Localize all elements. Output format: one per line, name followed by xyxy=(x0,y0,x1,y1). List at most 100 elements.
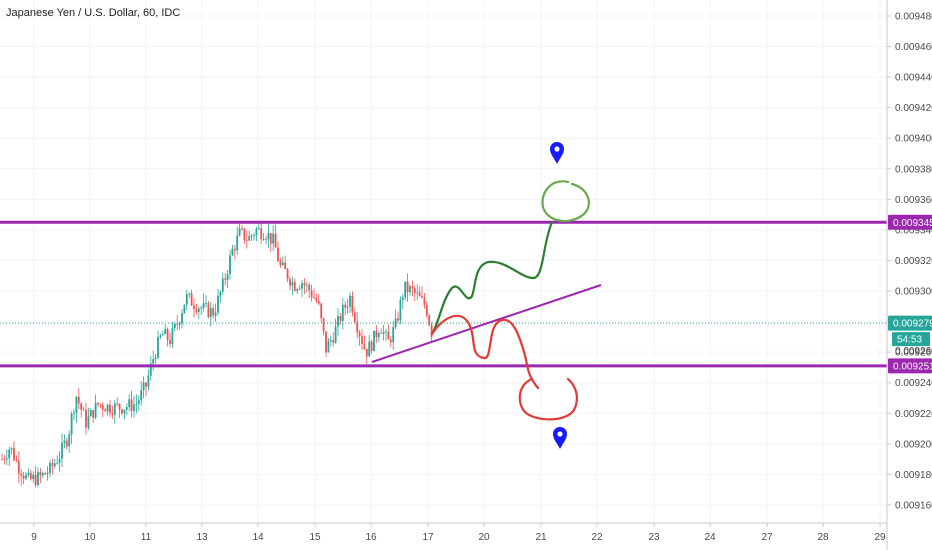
candle-body xyxy=(17,460,20,474)
candle-body xyxy=(135,404,138,405)
candle-body xyxy=(310,290,313,298)
axes xyxy=(0,0,888,550)
candle-body xyxy=(224,278,227,280)
candle-body xyxy=(193,305,195,309)
candle-body xyxy=(169,339,171,345)
candle-body xyxy=(104,409,107,412)
candle-body xyxy=(257,228,260,230)
candle-body xyxy=(221,278,224,292)
candle-body xyxy=(65,440,68,447)
candle-body xyxy=(399,299,402,321)
candle-body xyxy=(334,326,337,343)
candle-body xyxy=(61,442,63,459)
support-price-tag-bg xyxy=(888,358,932,374)
candle-body xyxy=(339,316,342,321)
candle-body xyxy=(389,339,392,343)
candle-body xyxy=(325,331,327,353)
candle-body xyxy=(142,382,145,391)
resistance-price-tag: 0.009345 xyxy=(893,218,932,229)
candle-body xyxy=(207,303,210,318)
candle-body xyxy=(195,308,198,312)
candle-body xyxy=(116,403,119,405)
candle-body xyxy=(382,331,385,334)
candle-body xyxy=(320,303,323,319)
x-tick-label: 20 xyxy=(478,532,490,543)
candle-body xyxy=(406,281,409,293)
candle-body xyxy=(106,404,109,412)
candle-body xyxy=(56,462,59,464)
location-marker-icon xyxy=(553,427,567,449)
candle-body xyxy=(418,292,421,297)
candle-body xyxy=(145,382,147,387)
time-axis[interactable]: 9 10 11 13 14 15 16 17 20 21 22 23 24 27 28 29 xyxy=(31,532,886,543)
x-tick-label: 13 xyxy=(196,532,208,543)
candle-body xyxy=(358,332,361,337)
candle-body xyxy=(89,410,92,417)
candle-body xyxy=(370,341,373,351)
location-marker-icon-dot xyxy=(557,431,563,437)
candle-body xyxy=(157,337,159,358)
ascending-trendline xyxy=(371,284,602,363)
candle-body xyxy=(27,472,30,475)
candle-body xyxy=(113,403,116,415)
candle-body xyxy=(87,416,90,428)
x-tick-label: 27 xyxy=(761,532,773,543)
target-circle-down xyxy=(518,377,578,421)
candle-body xyxy=(41,472,44,476)
candle-body xyxy=(425,304,428,316)
candle-body xyxy=(73,412,75,415)
candle-body xyxy=(397,318,399,321)
candle-body xyxy=(356,321,359,333)
countdown-tag: 54:53 xyxy=(897,335,922,346)
candle-body xyxy=(39,472,42,476)
candle-body xyxy=(413,288,416,293)
candle-body xyxy=(363,343,366,349)
candle-body xyxy=(133,404,135,411)
candle-body xyxy=(265,239,267,241)
candle-body xyxy=(197,308,200,312)
candle-body xyxy=(421,296,423,298)
candle-body xyxy=(29,472,32,480)
candle-body xyxy=(267,233,270,240)
candle-body xyxy=(37,472,39,485)
target-circle-up xyxy=(541,180,590,223)
candle-body xyxy=(317,300,320,304)
candle-body xyxy=(209,308,212,318)
candle-body xyxy=(20,473,23,476)
x-tick-label: 15 xyxy=(309,532,321,543)
candle-body xyxy=(296,289,299,291)
candle-body xyxy=(82,409,85,411)
x-tick-label: 14 xyxy=(252,532,264,543)
candle-body xyxy=(130,399,133,411)
candle-body xyxy=(231,248,234,256)
candle-body xyxy=(176,323,179,325)
candle-body xyxy=(365,348,368,357)
candle-body xyxy=(351,295,354,313)
candle-body xyxy=(53,463,56,467)
candle-body xyxy=(15,460,18,461)
candle-body xyxy=(387,331,390,340)
candle-body xyxy=(121,409,123,414)
chart-title: Japanese Yen / U.S. Dollar, 60, IDC xyxy=(6,7,180,19)
candle-body xyxy=(63,440,66,443)
candle-body xyxy=(250,235,253,237)
candle-body xyxy=(245,240,248,242)
candle-body xyxy=(166,329,169,340)
candle-body xyxy=(260,228,263,240)
candle-body xyxy=(68,434,71,447)
candle-body xyxy=(190,293,193,306)
candle-body xyxy=(22,475,25,479)
bearish-path xyxy=(430,314,540,390)
candle-body xyxy=(423,297,426,305)
candle-body xyxy=(202,303,205,308)
